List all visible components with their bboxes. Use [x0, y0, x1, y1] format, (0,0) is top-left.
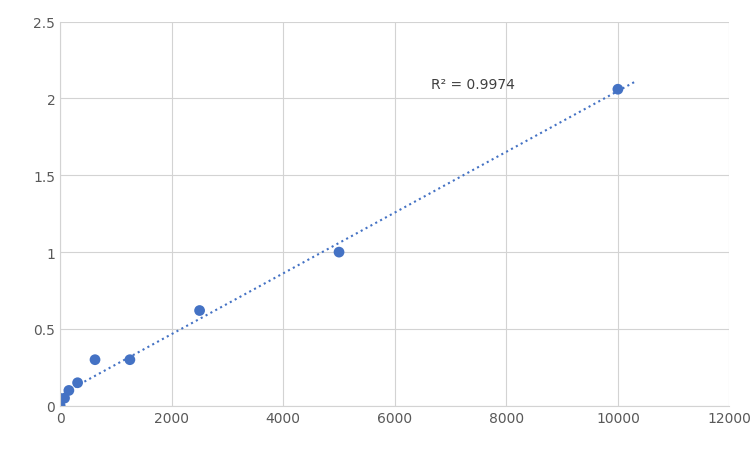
- Point: [59, 395, 71, 402]
- Point: [71, 379, 83, 387]
- Point: [63, 387, 75, 394]
- Point: [54, 402, 66, 410]
- Point: [89, 356, 101, 364]
- Point: [333, 249, 345, 256]
- Point: [612, 87, 624, 94]
- Point: [193, 307, 205, 314]
- Text: R² = 0.9974: R² = 0.9974: [431, 78, 515, 92]
- Point: [124, 356, 136, 364]
